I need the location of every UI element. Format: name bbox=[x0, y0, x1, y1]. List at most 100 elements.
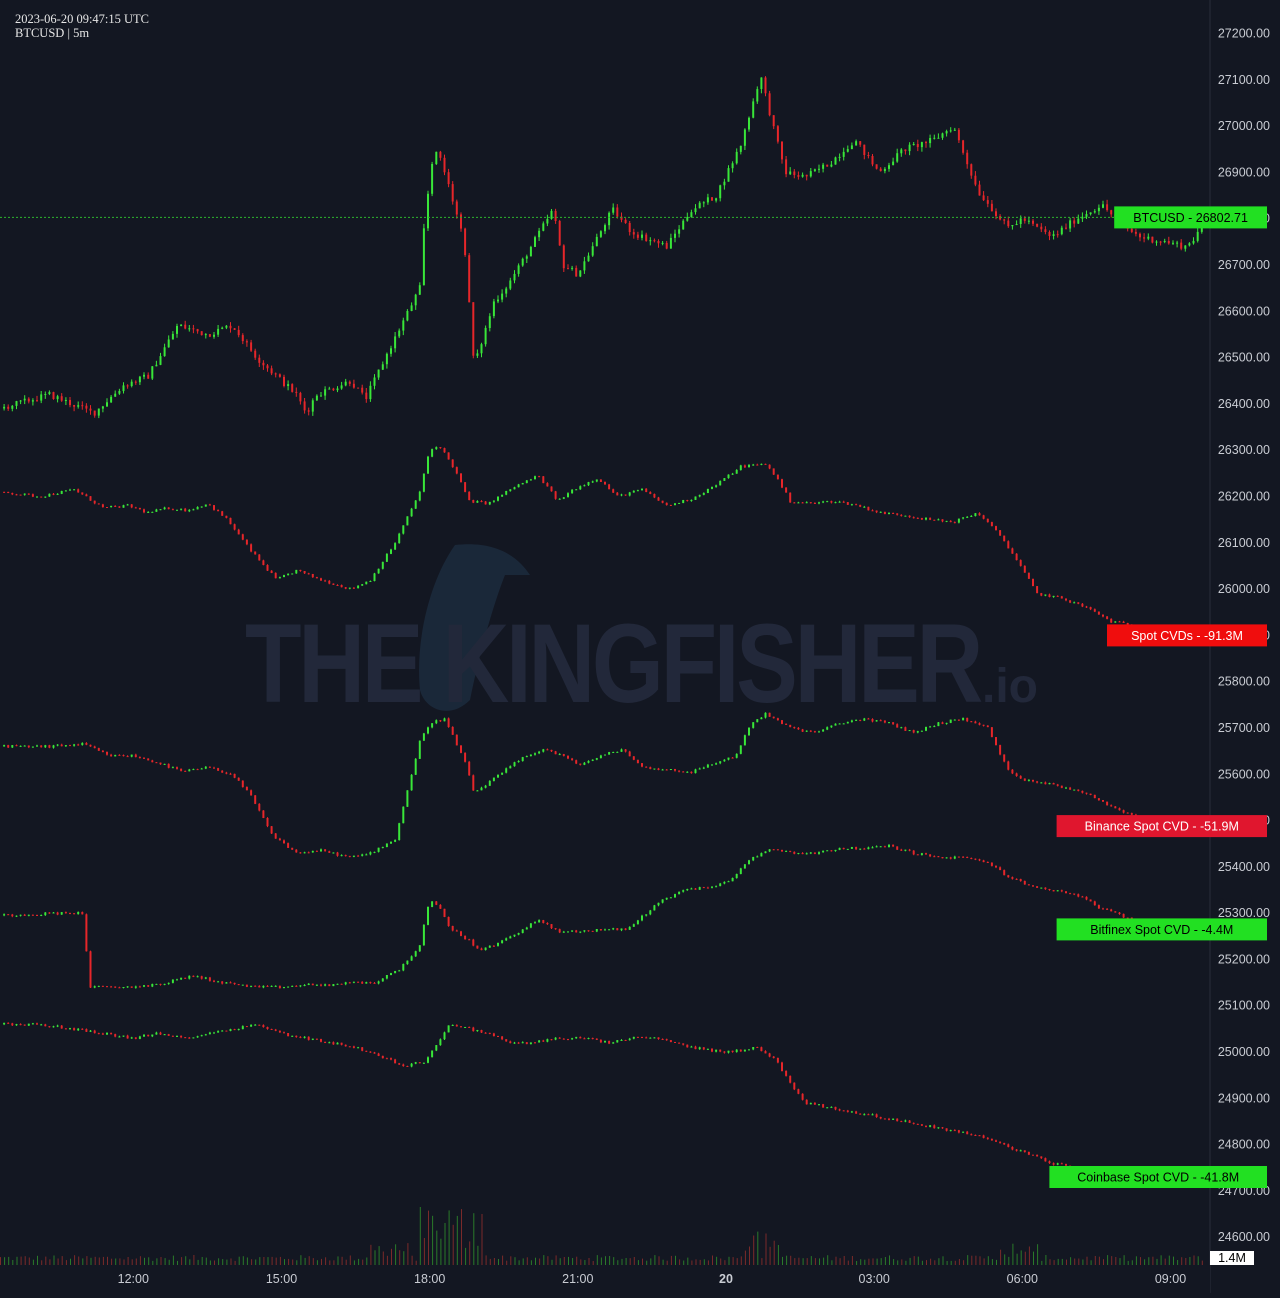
candle-body bbox=[538, 476, 541, 478]
candle-body bbox=[912, 517, 915, 519]
candle-body bbox=[509, 489, 512, 492]
volume-bar bbox=[596, 1255, 598, 1265]
volume-bar bbox=[493, 1258, 495, 1265]
candle-body bbox=[698, 887, 701, 890]
candle-body bbox=[414, 758, 417, 775]
candle-body bbox=[394, 543, 397, 550]
candle-body bbox=[176, 1036, 178, 1037]
candle-body bbox=[361, 387, 364, 393]
volume-bar bbox=[761, 1258, 763, 1265]
candle-body bbox=[1114, 621, 1117, 623]
candle-body bbox=[575, 489, 578, 491]
candle-body bbox=[974, 858, 977, 860]
candle-body bbox=[155, 509, 158, 512]
volume-bar bbox=[275, 1257, 277, 1265]
candle-body bbox=[1027, 779, 1030, 781]
candle-body bbox=[418, 740, 421, 759]
volume-bar bbox=[386, 1255, 388, 1265]
candle-body bbox=[332, 984, 335, 987]
candle-body bbox=[151, 984, 154, 987]
candle-body bbox=[863, 848, 866, 850]
candle-body bbox=[706, 764, 709, 768]
candle-body bbox=[937, 722, 940, 727]
candle-body bbox=[369, 852, 372, 855]
candle-body bbox=[616, 207, 619, 217]
time-axis[interactable]: 12:00 15:00 18:00 21:00 20 03:00 06:00 09:00 bbox=[118, 1272, 1187, 1286]
candle-body bbox=[1110, 210, 1113, 215]
candle-body bbox=[805, 853, 808, 855]
volume-bar bbox=[395, 1244, 397, 1265]
candle-body bbox=[995, 865, 997, 868]
candle-body bbox=[44, 745, 47, 748]
candle-body bbox=[406, 311, 409, 321]
candle-body bbox=[653, 240, 656, 242]
candle-body bbox=[447, 172, 450, 185]
value-tag-coinbase: Coinbase Spot CVD - -41.8M bbox=[1049, 1166, 1267, 1188]
candle-body bbox=[155, 1032, 158, 1035]
candle-body bbox=[1073, 789, 1076, 791]
candle-body bbox=[513, 273, 516, 281]
candle-body bbox=[776, 1058, 779, 1063]
price-axis[interactable]: 27200.0027100.0027000.0026900.0026800.00… bbox=[1218, 27, 1270, 1245]
candle-body bbox=[36, 400, 38, 402]
candle-body bbox=[760, 717, 763, 720]
candle-body bbox=[250, 342, 253, 351]
candle-body bbox=[1011, 769, 1014, 774]
candle-body bbox=[324, 984, 327, 986]
volume-bar bbox=[399, 1250, 401, 1265]
candle-body bbox=[838, 156, 841, 158]
candle-body bbox=[661, 1039, 664, 1040]
candle-body bbox=[1188, 243, 1191, 246]
candle-body bbox=[813, 852, 816, 854]
value-tag-spot: Spot CVDs - -91.3M bbox=[1107, 624, 1267, 647]
volume-bar bbox=[1111, 1256, 1113, 1265]
volume-bar bbox=[45, 1256, 47, 1265]
candle-body bbox=[167, 982, 170, 984]
candle-body bbox=[89, 951, 92, 988]
candle-body bbox=[632, 490, 635, 493]
volume-bar bbox=[1061, 1258, 1063, 1265]
volume-bar bbox=[1074, 1258, 1076, 1265]
candle-body bbox=[410, 1063, 413, 1067]
candle-body bbox=[217, 768, 220, 771]
candle-body bbox=[73, 489, 76, 491]
candle-body bbox=[344, 1044, 347, 1047]
candle-body bbox=[451, 727, 454, 735]
candle-body bbox=[266, 565, 269, 571]
candle-body bbox=[324, 580, 327, 582]
series-btcusd[interactable] bbox=[3, 76, 1203, 419]
volume-bar bbox=[967, 1255, 969, 1265]
candle-body bbox=[567, 755, 569, 759]
candle-body bbox=[748, 117, 750, 130]
candle-body bbox=[867, 718, 870, 720]
candle-body bbox=[138, 376, 141, 383]
candle-body bbox=[1110, 805, 1113, 807]
candle-body bbox=[1040, 782, 1043, 784]
series-binance-spot-cvd[interactable] bbox=[3, 712, 1203, 858]
candle-body bbox=[258, 1024, 261, 1026]
volume-bar bbox=[839, 1258, 841, 1265]
volume-bar bbox=[555, 1255, 557, 1265]
candle-body bbox=[324, 1041, 327, 1043]
candle-body bbox=[888, 165, 890, 169]
candle-body bbox=[657, 768, 660, 770]
volume-bar bbox=[535, 1257, 536, 1265]
candle-body bbox=[883, 511, 886, 515]
candle-body bbox=[801, 853, 804, 855]
candle-body bbox=[1085, 792, 1088, 794]
volume-bar bbox=[102, 1256, 104, 1265]
candle-body bbox=[1007, 761, 1010, 770]
candle-body bbox=[283, 987, 285, 989]
candle-body bbox=[373, 573, 376, 581]
volume-bar bbox=[1037, 1244, 1039, 1265]
series-coinbase-spot-cvd[interactable] bbox=[3, 1022, 1203, 1188]
candle-body bbox=[641, 763, 643, 767]
candle-body bbox=[871, 719, 874, 722]
price-tick-label: 26000.00 bbox=[1218, 582, 1270, 596]
candle-body bbox=[694, 769, 697, 774]
candle-body bbox=[743, 735, 746, 746]
candle-body bbox=[1106, 801, 1109, 806]
volume-bar bbox=[526, 1257, 528, 1265]
